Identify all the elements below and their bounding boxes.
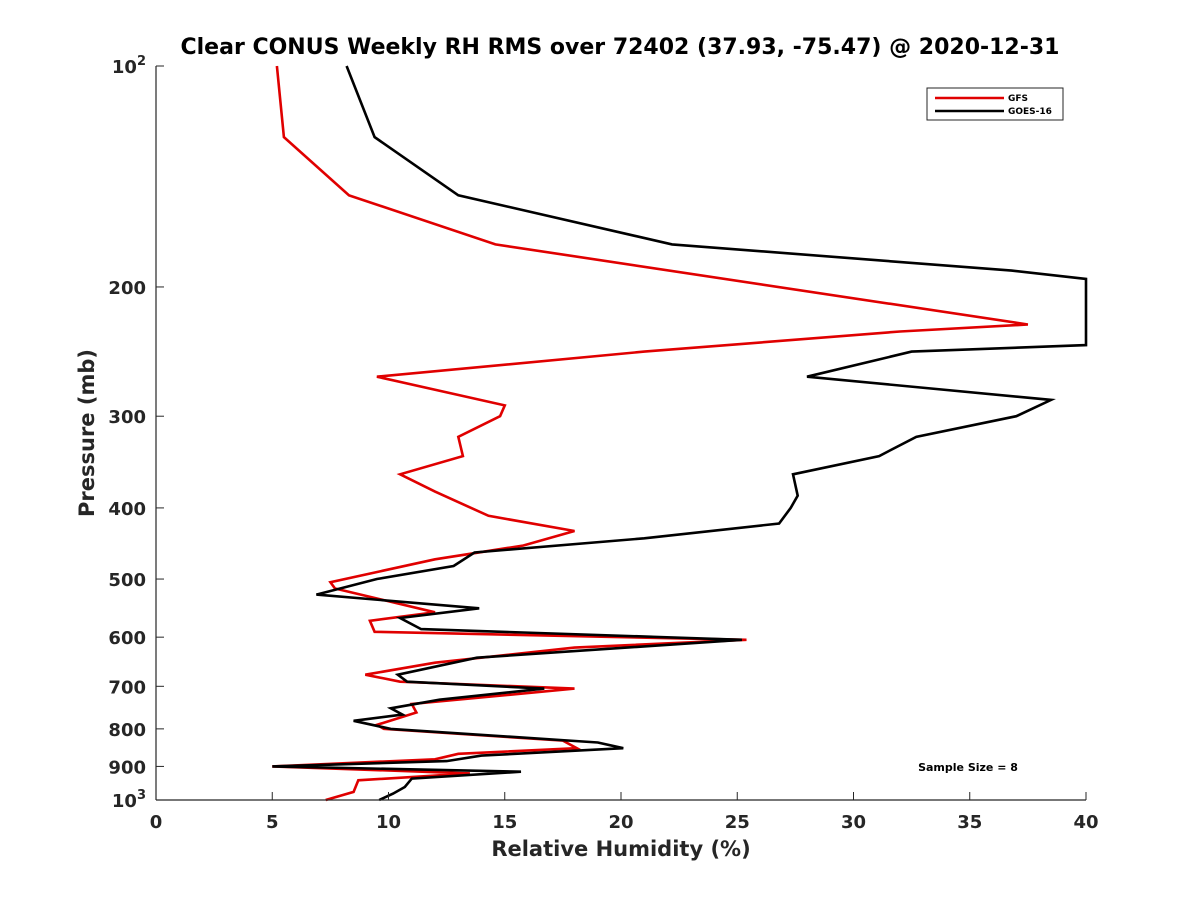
x-ticks: 0 5 10 15 20 25 30 35 40 (150, 792, 1099, 833)
y-tick-label: 400 (108, 499, 146, 520)
x-tick-label: 35 (957, 812, 982, 833)
legend-label-gfs: GFS (1008, 94, 1028, 104)
x-tick-label: 25 (725, 812, 750, 833)
legend: GFS GOES-16 (926, 87, 1064, 121)
x-tick-label: 20 (608, 812, 633, 833)
legend-box (926, 87, 1064, 121)
x-tick-label: 40 (1073, 812, 1098, 833)
chart-title: Clear CONUS Weekly RH RMS over 72402 (37… (181, 35, 1060, 60)
y-tick-label: 800 (108, 720, 146, 741)
series-layer (272, 65, 1088, 802)
y-ticks: 102 200 300 400 500 600 700 800 900 103 (108, 54, 164, 812)
y-axis-label: Pressure (mb) (75, 349, 99, 517)
y-tick-label: 900 (108, 757, 146, 778)
x-tick-label: 15 (492, 812, 517, 833)
y-tick-label: 102 (112, 54, 146, 78)
y-tick-label: 103 (112, 788, 146, 812)
y-tick-label: 300 (108, 407, 146, 428)
x-tick-label: 5 (266, 812, 279, 833)
sample-size-annotation: Sample Size = 8 (918, 761, 1018, 774)
y-tick-label: 200 (108, 278, 146, 299)
series-line-gfs (272, 65, 1029, 802)
x-tick-label: 0 (150, 812, 163, 833)
y-tick-label: 600 (108, 628, 146, 649)
x-axis-label: Relative Humidity (%) (491, 837, 750, 861)
series-line-goes16 (272, 65, 1088, 802)
y-tick-label: 500 (108, 570, 146, 591)
y-tick-label: 700 (108, 677, 146, 698)
x-tick-label: 10 (376, 812, 401, 833)
x-tick-label: 30 (841, 812, 866, 833)
legend-label-goes16: GOES-16 (1008, 107, 1052, 117)
